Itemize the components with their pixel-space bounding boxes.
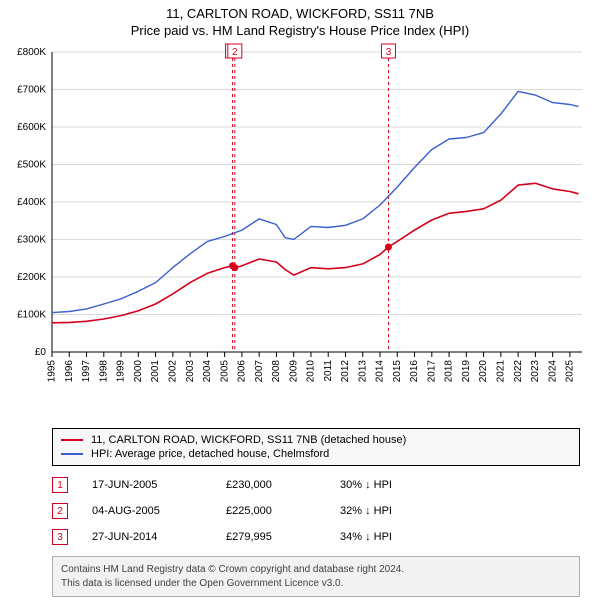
tx-diff: 34% ↓ HPI: [340, 531, 430, 543]
transactions-table: 1 17-JUN-2005 £230,000 30% ↓ HPI 2 04-AU…: [52, 472, 580, 550]
table-row: 1 17-JUN-2005 £230,000 30% ↓ HPI: [52, 472, 580, 498]
tx-number-box: 1: [52, 477, 68, 493]
svg-text:2024: 2024: [547, 360, 558, 383]
chart-title-line1: 11, CARLTON ROAD, WICKFORD, SS11 7NB: [0, 6, 600, 21]
legend-swatch: [61, 439, 83, 441]
legend-label: HPI: Average price, detached house, Chel…: [91, 448, 329, 460]
table-row: 2 04-AUG-2005 £225,000 32% ↓ HPI: [52, 498, 580, 524]
tx-diff: 30% ↓ HPI: [340, 479, 430, 491]
svg-text:2020: 2020: [478, 360, 489, 383]
tx-date: 17-JUN-2005: [92, 479, 202, 491]
svg-text:2001: 2001: [150, 360, 161, 383]
svg-text:£800K: £800K: [17, 47, 46, 58]
svg-text:2003: 2003: [185, 360, 196, 383]
tx-number-box: 3: [52, 529, 68, 545]
svg-text:2005: 2005: [219, 360, 230, 383]
svg-text:1997: 1997: [81, 360, 92, 383]
tx-number-box: 2: [52, 503, 68, 519]
svg-text:£100K: £100K: [17, 310, 46, 321]
tx-diff: 32% ↓ HPI: [340, 505, 430, 517]
tx-price: £279,995: [226, 531, 316, 543]
svg-text:2007: 2007: [254, 360, 265, 383]
tx-number: 3: [57, 532, 63, 543]
svg-text:£600K: £600K: [17, 122, 46, 133]
svg-text:£700K: £700K: [17, 85, 46, 96]
svg-text:2016: 2016: [409, 360, 420, 383]
attribution-footer: Contains HM Land Registry data © Crown c…: [52, 556, 580, 597]
svg-text:2015: 2015: [392, 360, 403, 383]
svg-text:2008: 2008: [271, 360, 282, 383]
svg-text:1995: 1995: [47, 360, 58, 383]
legend-label: 11, CARLTON ROAD, WICKFORD, SS11 7NB (de…: [91, 434, 406, 446]
svg-text:2019: 2019: [461, 360, 472, 383]
svg-text:£400K: £400K: [17, 197, 46, 208]
svg-text:2006: 2006: [237, 360, 248, 383]
svg-text:1998: 1998: [98, 360, 109, 383]
legend-row: HPI: Average price, detached house, Chel…: [61, 447, 571, 461]
svg-text:1996: 1996: [64, 360, 75, 383]
svg-text:2000: 2000: [133, 360, 144, 383]
tx-price: £230,000: [226, 479, 316, 491]
price-chart: £0 £100K £200K £300K £400K £500K £600K £700K £80…: [0, 42, 600, 422]
svg-text:2010: 2010: [306, 360, 317, 383]
svg-text:2017: 2017: [426, 360, 437, 383]
svg-text:£200K: £200K: [17, 272, 46, 283]
footer-line2: This data is licensed under the Open Gov…: [61, 577, 571, 591]
svg-text:£300K: £300K: [17, 235, 46, 246]
tx-number: 2: [57, 506, 63, 517]
svg-text:2018: 2018: [444, 360, 455, 383]
svg-text:£500K: £500K: [17, 160, 46, 171]
svg-text:2004: 2004: [202, 360, 213, 383]
chart-titles: 11, CARLTON ROAD, WICKFORD, SS11 7NB Pri…: [0, 0, 600, 42]
svg-text:2025: 2025: [565, 360, 576, 383]
svg-text:2012: 2012: [340, 360, 351, 383]
svg-text:2023: 2023: [530, 360, 541, 383]
svg-text:1999: 1999: [116, 360, 127, 383]
legend: 11, CARLTON ROAD, WICKFORD, SS11 7NB (de…: [52, 428, 580, 466]
tx-date: 27-JUN-2014: [92, 531, 202, 543]
footer-line1: Contains HM Land Registry data © Crown c…: [61, 563, 571, 577]
svg-text:2014: 2014: [375, 360, 386, 383]
svg-text:2022: 2022: [513, 360, 524, 383]
svg-text:3: 3: [386, 47, 392, 58]
svg-text:£0: £0: [35, 347, 47, 358]
svg-text:2021: 2021: [496, 360, 507, 383]
legend-row: 11, CARLTON ROAD, WICKFORD, SS11 7NB (de…: [61, 433, 571, 447]
tx-date: 04-AUG-2005: [92, 505, 202, 517]
legend-swatch: [61, 453, 83, 455]
svg-text:2011: 2011: [323, 360, 334, 382]
svg-text:2002: 2002: [167, 360, 178, 383]
chart-title-line2: Price paid vs. HM Land Registry's House …: [0, 23, 600, 38]
tx-number: 1: [57, 480, 63, 491]
svg-text:2: 2: [232, 47, 238, 58]
tx-price: £225,000: [226, 505, 316, 517]
table-row: 3 27-JUN-2014 £279,995 34% ↓ HPI: [52, 524, 580, 550]
svg-text:2013: 2013: [357, 360, 368, 383]
svg-text:2009: 2009: [288, 360, 299, 383]
